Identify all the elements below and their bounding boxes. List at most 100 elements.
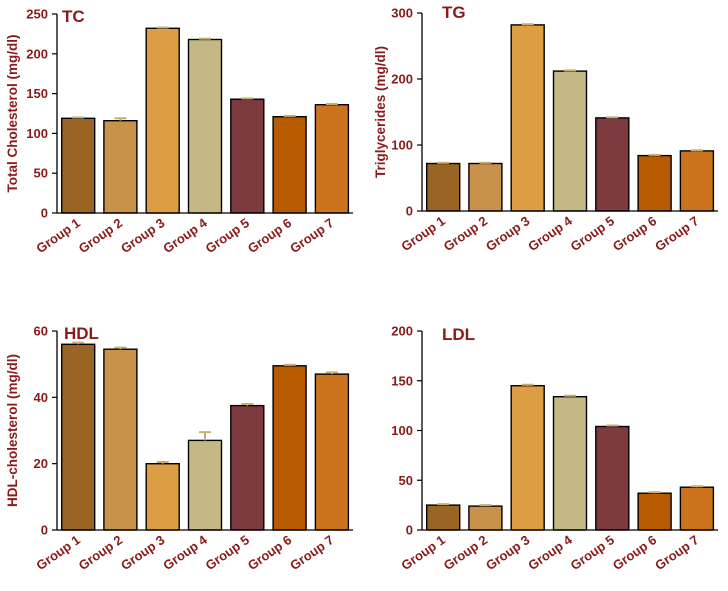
tg-bar-4 xyxy=(552,70,588,212)
hdl-bar-3 xyxy=(145,463,180,531)
tc-category-label-4: Group 4 xyxy=(160,215,210,256)
hdl-y-axis-label: HDL-cholesterol (mg/dl) xyxy=(5,354,20,507)
ldl-bar-2 xyxy=(468,505,503,531)
tg-bar-1 xyxy=(426,162,461,212)
ldl-error-bar-4 xyxy=(564,394,576,397)
ldl-bar-1 xyxy=(426,504,461,531)
tc-category-label-3: Group 3 xyxy=(118,215,167,256)
tc-error-bar-7 xyxy=(325,102,338,105)
tc-y-tick-label-100: 100 xyxy=(26,126,48,141)
tc-error-bar-2 xyxy=(114,117,127,121)
hdl-category-label-6: Group 6 xyxy=(245,532,294,573)
tg-error-bar-4 xyxy=(564,69,576,72)
tc-bar-4 xyxy=(187,38,223,214)
ldl-bar-7 xyxy=(679,486,715,531)
hdl-bar-2 xyxy=(103,348,138,531)
hdl-category-label-5: Group 5 xyxy=(203,532,252,573)
tg-y-axis-label: Triglycerides (mg/dl) xyxy=(373,46,388,178)
hdl-error-bar-5 xyxy=(241,402,254,406)
tg-chart-title: TG xyxy=(442,3,466,22)
ldl-y-tick-label-150: 150 xyxy=(391,373,413,388)
ldl-category-label-7: Group 7 xyxy=(652,532,701,573)
tc-category-label-7: Group 7 xyxy=(287,215,336,256)
tg-category-label-7: Group 7 xyxy=(652,213,701,254)
ldl-category-label-5: Group 5 xyxy=(568,532,617,573)
ldl-y-tick-label-100: 100 xyxy=(391,423,413,438)
ldl-error-bar-2 xyxy=(479,504,492,507)
ldl-category-label-4: Group 4 xyxy=(525,532,575,573)
hdl-y-tick-label-40: 40 xyxy=(34,390,48,405)
hdl-bar-5 xyxy=(230,404,265,531)
tg-category-label-2: Group 2 xyxy=(441,213,490,254)
hdl-category-label-2: Group 2 xyxy=(76,532,125,573)
ldl-category-label-3: Group 3 xyxy=(483,532,532,573)
tc-category-label-2: Group 2 xyxy=(76,215,125,256)
hdl-category-label-3: Group 3 xyxy=(118,532,167,573)
tg-bar-6 xyxy=(637,154,672,212)
tg-error-bar-1 xyxy=(437,161,450,164)
hdl-bar-7 xyxy=(314,373,350,531)
tc-bar-7 xyxy=(314,103,350,214)
hdl-error-bar-2 xyxy=(114,346,127,350)
tc-y-axis-label: Total Cholesterol (mg/dl) xyxy=(5,35,20,193)
hdl-error-bar-4 xyxy=(199,431,211,441)
hdl-bar-4 xyxy=(187,439,223,531)
tg-category-label-6: Group 6 xyxy=(610,213,659,254)
tg-error-bar-5 xyxy=(606,116,619,119)
ldl-category-label-1: Group 1 xyxy=(398,532,447,573)
ldl-error-bar-3 xyxy=(521,383,534,386)
tg-error-bar-3 xyxy=(521,23,534,26)
hdl-bar-6 xyxy=(272,365,307,531)
tc-bar-6 xyxy=(272,115,307,214)
ldl-bar-5 xyxy=(595,425,630,531)
hdl-y-tick-label-0: 0 xyxy=(41,523,48,538)
ldl-category-label-2: Group 2 xyxy=(441,532,490,573)
tc-error-bar-3 xyxy=(156,26,169,29)
tg-y-tick-label-300: 300 xyxy=(391,6,413,21)
tc-error-bar-6 xyxy=(283,114,296,117)
ldl-error-bar-6 xyxy=(648,491,661,494)
ldl-y-tick-label-0: 0 xyxy=(406,523,413,538)
ldl-y-tick-label-200: 200 xyxy=(391,324,413,339)
tc-bar-3 xyxy=(145,27,180,214)
tc-error-bar-5 xyxy=(241,97,254,100)
hdl-chart-title: HDL xyxy=(64,324,99,343)
ldl-category-label-6: Group 6 xyxy=(610,532,659,573)
tg-category-label-4: Group 4 xyxy=(525,213,575,254)
hdl-bar-1 xyxy=(61,343,96,531)
tc-category-label-1: Group 1 xyxy=(33,215,82,256)
ldl-y-tick-label-50: 50 xyxy=(399,473,413,488)
tg-y-tick-label-0: 0 xyxy=(406,204,413,219)
tg-y-tick-label-100: 100 xyxy=(391,138,413,153)
tg-y-tick-label-200: 200 xyxy=(391,72,413,87)
tg-bar-3 xyxy=(510,24,545,212)
hdl-error-bar-7 xyxy=(325,371,338,375)
tg-bar-2 xyxy=(468,162,503,212)
tc-category-label-5: Group 5 xyxy=(203,215,252,256)
tg-error-bar-2 xyxy=(479,161,492,164)
hdl-error-bar-1 xyxy=(72,341,85,345)
tg-error-bar-7 xyxy=(690,149,703,152)
tc-bar-2 xyxy=(103,119,138,214)
hdl-y-tick-label-20: 20 xyxy=(34,456,48,471)
tc-bar-5 xyxy=(230,98,265,214)
hdl-error-bar-6 xyxy=(283,363,296,366)
tg-error-bar-6 xyxy=(648,153,661,156)
tc-error-bar-4 xyxy=(199,37,211,40)
ldl-error-bar-1 xyxy=(437,503,450,506)
tc-y-tick-label-0: 0 xyxy=(41,206,48,221)
hdl-category-label-4: Group 4 xyxy=(160,532,210,573)
tg-category-label-1: Group 1 xyxy=(398,213,447,254)
hdl-category-label-7: Group 7 xyxy=(287,532,336,573)
ldl-error-bar-7 xyxy=(690,485,703,488)
ldl-bar-3 xyxy=(510,385,545,531)
tc-y-tick-label-200: 200 xyxy=(26,46,48,61)
ldl-bar-6 xyxy=(637,492,672,531)
ldl-error-bar-5 xyxy=(606,424,619,427)
tc-y-tick-label-50: 50 xyxy=(34,166,48,181)
tg-category-label-5: Group 5 xyxy=(568,213,617,254)
